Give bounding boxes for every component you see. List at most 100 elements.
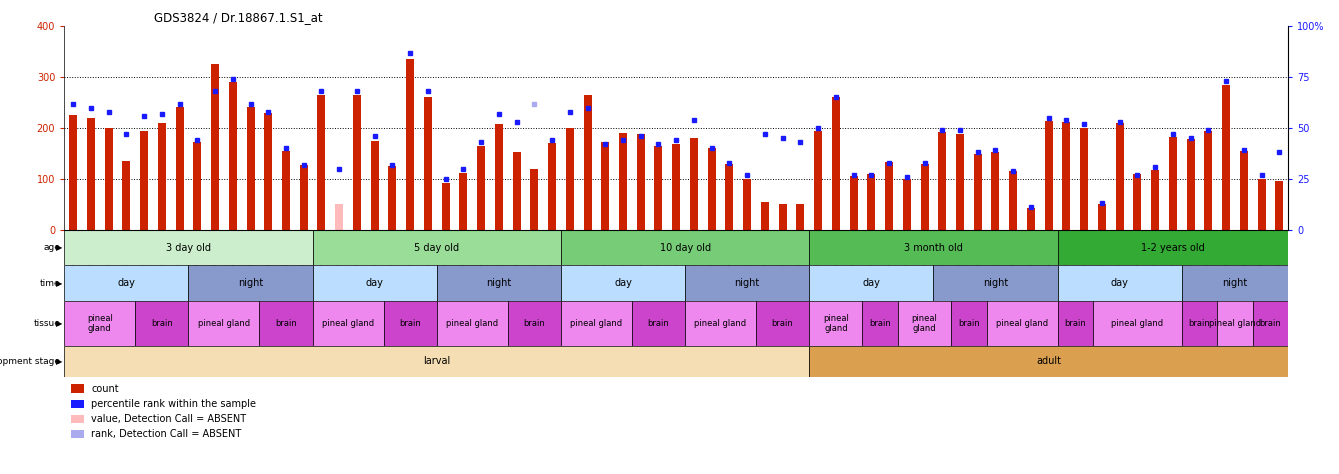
Bar — [1058, 265, 1182, 301]
Text: rank, Detection Call = ABSENT: rank, Detection Call = ABSENT — [91, 429, 241, 439]
Text: brain: brain — [648, 319, 670, 328]
Text: ▶: ▶ — [56, 319, 63, 328]
Bar — [1253, 301, 1288, 346]
Text: pineal gland: pineal gland — [1111, 319, 1164, 328]
Text: pineal
gland: pineal gland — [823, 314, 849, 333]
Bar — [442, 182, 450, 230]
Bar — [832, 98, 840, 230]
Bar — [312, 301, 383, 346]
Bar — [708, 148, 715, 230]
Bar — [141, 130, 149, 230]
Text: pineal gland: pineal gland — [570, 319, 623, 328]
Bar — [1010, 171, 1018, 230]
Bar — [584, 95, 592, 230]
Bar — [1204, 130, 1212, 230]
Bar — [868, 174, 876, 230]
Bar — [513, 153, 521, 230]
Bar — [437, 301, 507, 346]
Bar — [264, 113, 272, 230]
Bar — [135, 301, 189, 346]
Bar — [809, 265, 933, 301]
Text: brain: brain — [957, 319, 980, 328]
Text: day: day — [615, 278, 632, 288]
Text: development stage: development stage — [0, 357, 60, 366]
Bar — [632, 301, 686, 346]
Bar — [406, 59, 414, 230]
Bar — [951, 301, 987, 346]
Text: larval: larval — [423, 356, 450, 366]
Bar — [1062, 122, 1070, 230]
Bar — [260, 301, 312, 346]
Bar — [987, 301, 1058, 346]
Bar — [778, 204, 786, 230]
Text: ▶: ▶ — [56, 357, 63, 366]
Bar — [933, 265, 1058, 301]
Bar — [64, 265, 189, 301]
Text: brain: brain — [399, 319, 420, 328]
Bar — [757, 301, 809, 346]
Text: brain: brain — [524, 319, 545, 328]
Text: percentile rank within the sample: percentile rank within the sample — [91, 399, 256, 409]
Bar — [920, 164, 928, 230]
Text: value, Detection Call = ABSENT: value, Detection Call = ABSENT — [91, 414, 246, 424]
Bar — [690, 138, 698, 230]
Bar — [1169, 137, 1177, 230]
Bar — [548, 143, 556, 230]
Bar — [1115, 123, 1123, 230]
Bar — [1182, 265, 1288, 301]
Bar — [1182, 301, 1217, 346]
Text: pineal
gland: pineal gland — [912, 314, 937, 333]
Bar — [902, 179, 911, 230]
Bar — [566, 128, 574, 230]
Text: pineal gland: pineal gland — [1209, 319, 1261, 328]
Bar — [561, 301, 632, 346]
Bar — [495, 124, 503, 230]
Bar — [672, 144, 680, 230]
Bar — [939, 132, 947, 230]
Text: brain: brain — [869, 319, 890, 328]
Bar — [862, 301, 898, 346]
Text: 3 day old: 3 day old — [166, 243, 212, 253]
Bar — [353, 95, 362, 230]
Bar — [809, 230, 1058, 265]
Bar — [477, 146, 485, 230]
Text: brain: brain — [1189, 319, 1210, 328]
Bar — [561, 265, 686, 301]
Text: night: night — [486, 278, 511, 288]
Text: adult: adult — [1036, 356, 1062, 366]
Text: count: count — [91, 383, 119, 394]
Bar — [300, 164, 308, 230]
Text: 10 day old: 10 day old — [660, 243, 711, 253]
Bar — [64, 230, 312, 265]
Text: time: time — [40, 279, 60, 288]
Bar — [87, 118, 95, 230]
Bar — [1093, 301, 1182, 346]
Bar — [743, 179, 751, 230]
Text: day: day — [118, 278, 135, 288]
Text: pineal gland: pineal gland — [695, 319, 747, 328]
Bar — [70, 115, 78, 230]
Text: pineal gland: pineal gland — [321, 319, 374, 328]
Bar — [158, 123, 166, 230]
Bar — [686, 301, 757, 346]
Bar — [1217, 301, 1253, 346]
Bar — [991, 153, 999, 230]
Bar — [64, 346, 809, 377]
Bar — [1240, 151, 1248, 230]
Bar — [726, 164, 734, 230]
Bar — [312, 265, 437, 301]
Bar — [507, 301, 561, 346]
Text: night: night — [735, 278, 759, 288]
Text: night: night — [238, 278, 264, 288]
Bar — [64, 301, 135, 346]
Bar — [388, 166, 396, 230]
Text: day: day — [1110, 278, 1129, 288]
Bar — [885, 162, 893, 230]
Bar — [104, 128, 112, 230]
Bar — [814, 130, 822, 230]
Bar — [530, 169, 538, 230]
Text: brain: brain — [1260, 319, 1281, 328]
Text: 1-2 years old: 1-2 years old — [1141, 243, 1205, 253]
Bar — [655, 146, 663, 230]
Text: day: day — [862, 278, 880, 288]
